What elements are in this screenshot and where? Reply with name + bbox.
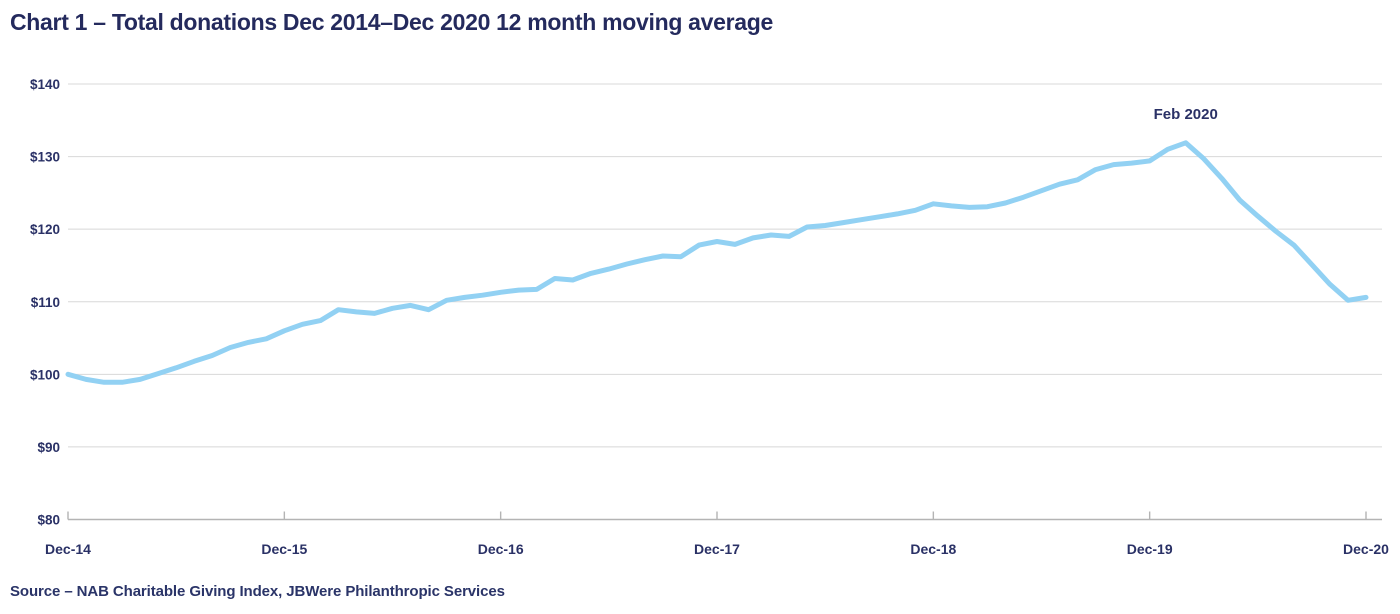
x-tick-label: Dec-19 (1127, 541, 1173, 557)
x-tick-label: Dec-14 (45, 541, 91, 557)
x-tick-label: Dec-17 (694, 541, 740, 557)
x-tick-label: Dec-20 (1343, 541, 1389, 557)
y-tick-label: $100 (30, 367, 60, 382)
x-tick-label: Dec-16 (478, 541, 524, 557)
peak-annotation: Feb 2020 (1154, 106, 1218, 123)
source-attribution: Source – NAB Charitable Giving Index, JB… (10, 583, 505, 600)
y-tick-label: $120 (30, 222, 60, 237)
donations-line (65, 140, 1369, 385)
x-tick-label: Dec-18 (910, 541, 956, 557)
y-tick-label: $110 (31, 295, 60, 310)
y-tick-label: $80 (37, 513, 60, 528)
y-tick-label: $140 (30, 77, 60, 92)
chart-title: Chart 1 – Total donations Dec 2014–Dec 2… (10, 9, 774, 35)
y-tick-label: $130 (30, 150, 60, 165)
x-tick-label: Dec-15 (261, 541, 307, 557)
y-tick-label: $90 (37, 440, 60, 455)
